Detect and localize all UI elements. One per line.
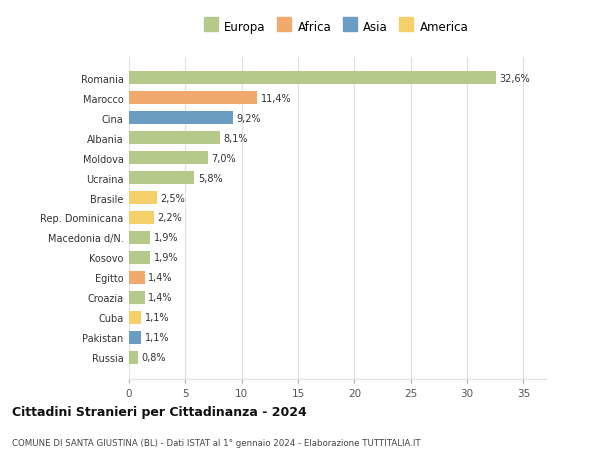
- Text: 1,1%: 1,1%: [145, 333, 169, 342]
- Bar: [129, 191, 157, 205]
- Bar: [129, 252, 151, 264]
- Bar: [129, 152, 208, 165]
- Text: 1,1%: 1,1%: [145, 313, 169, 323]
- Text: 8,1%: 8,1%: [224, 133, 248, 143]
- Bar: [129, 212, 154, 224]
- Bar: [129, 331, 142, 344]
- Bar: [129, 72, 496, 85]
- Bar: [129, 231, 151, 245]
- Text: 32,6%: 32,6%: [500, 73, 530, 84]
- Text: Cittadini Stranieri per Cittadinanza - 2024: Cittadini Stranieri per Cittadinanza - 2…: [12, 405, 307, 419]
- Bar: [129, 92, 257, 105]
- Text: 11,4%: 11,4%: [261, 94, 292, 103]
- Bar: [129, 351, 138, 364]
- Text: 7,0%: 7,0%: [211, 153, 236, 163]
- Bar: [129, 311, 142, 324]
- Text: 1,9%: 1,9%: [154, 253, 178, 263]
- Text: 1,9%: 1,9%: [154, 233, 178, 243]
- Text: COMUNE DI SANTA GIUSTINA (BL) - Dati ISTAT al 1° gennaio 2024 - Elaborazione TUT: COMUNE DI SANTA GIUSTINA (BL) - Dati IST…: [12, 438, 421, 447]
- Legend: Europa, Africa, Asia, America: Europa, Africa, Asia, America: [204, 18, 471, 36]
- Text: 1,4%: 1,4%: [148, 293, 173, 303]
- Bar: [129, 271, 145, 284]
- Text: 1,4%: 1,4%: [148, 273, 173, 283]
- Text: 2,5%: 2,5%: [161, 193, 185, 203]
- Bar: [129, 291, 145, 304]
- Bar: [129, 112, 233, 125]
- Text: 0,8%: 0,8%: [142, 353, 166, 363]
- Text: 5,8%: 5,8%: [198, 173, 223, 183]
- Bar: [129, 132, 220, 145]
- Bar: [129, 172, 194, 185]
- Text: 9,2%: 9,2%: [236, 113, 260, 123]
- Text: 2,2%: 2,2%: [157, 213, 182, 223]
